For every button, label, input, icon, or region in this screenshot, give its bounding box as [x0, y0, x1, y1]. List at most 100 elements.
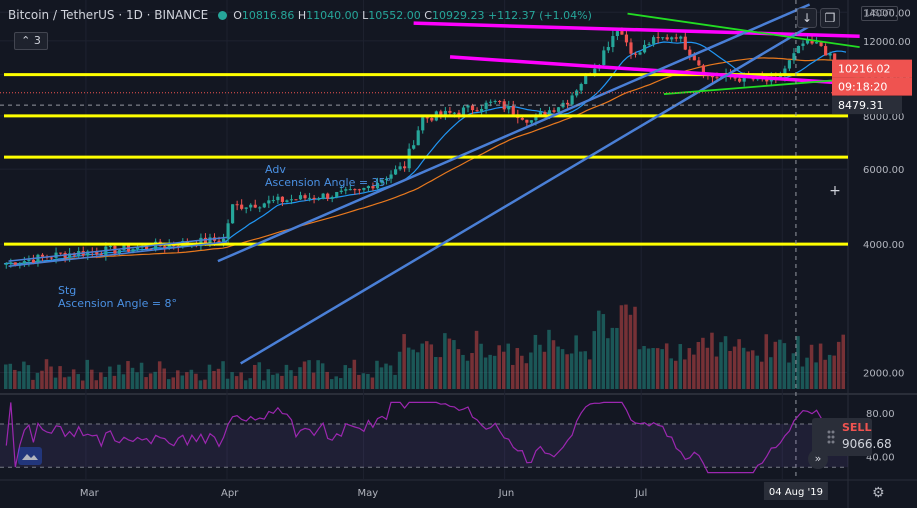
volume-bar: [370, 377, 375, 389]
candle-body: [31, 259, 36, 263]
countdown-badge-bg: [832, 77, 912, 96]
volume-bar: [135, 372, 139, 389]
volume-bar: [560, 349, 565, 389]
volume-bar: [574, 335, 578, 389]
volume-bar: [764, 334, 769, 389]
indicators-toggle-button[interactable]: ⌃ 3: [14, 32, 48, 50]
volume-bar: [53, 377, 58, 389]
candle-body: [679, 36, 683, 39]
volume-bar: [130, 367, 135, 389]
candle-body: [362, 188, 366, 190]
volume-bar: [728, 350, 732, 389]
sell-value: 9066.68: [842, 437, 892, 451]
volume-bar: [714, 356, 719, 389]
volume-bar: [809, 344, 814, 389]
volume-bar: [203, 379, 207, 389]
volume-bar: [759, 361, 764, 389]
plus-icon[interactable]: +: [829, 183, 841, 199]
volume-bar: [185, 372, 189, 389]
volume-bar: [773, 341, 778, 389]
candle-body: [475, 110, 479, 112]
candle-body: [448, 110, 452, 113]
volume-bar: [737, 339, 741, 389]
volume-bar: [524, 363, 529, 389]
volume-bar: [474, 330, 479, 389]
stg-channel-line: [8, 236, 228, 262]
volume-bar: [827, 354, 832, 389]
volume-bar: [17, 371, 22, 389]
volume-bar: [35, 372, 40, 389]
adv-annotation-title: Adv: [265, 163, 286, 176]
candle-body: [683, 36, 687, 50]
candle-body: [203, 237, 208, 244]
candle-body: [131, 249, 135, 252]
y-tick-label: 12000.00: [863, 37, 911, 48]
candle-body: [231, 204, 235, 224]
arrow-down-icon[interactable]: ↓: [797, 8, 817, 28]
volume-bar: [805, 357, 809, 389]
volume-bar: [239, 372, 243, 389]
candle-body: [710, 75, 715, 78]
volume-bar: [741, 347, 746, 389]
volume-bar: [642, 346, 646, 389]
volume-bar: [447, 338, 452, 389]
candle-body: [425, 117, 429, 119]
volume-bar: [456, 349, 461, 389]
volume-bar: [434, 356, 438, 389]
volume-bar: [461, 354, 465, 389]
candle-body: [393, 169, 398, 175]
sell-label: SELL: [842, 421, 872, 434]
volume-bar: [325, 371, 329, 389]
candle-body: [398, 166, 402, 170]
candle-body: [240, 204, 244, 209]
volume-bar: [782, 343, 787, 389]
candle-body: [670, 37, 674, 40]
volume-bar: [266, 369, 271, 389]
candle-body: [452, 112, 457, 114]
volume-bar: [316, 360, 320, 389]
last-price-badge: 10216.02: [838, 63, 891, 76]
fullscreen-icon[interactable]: ❐: [820, 8, 840, 28]
candle-body: [353, 189, 357, 191]
volume-bar: [673, 360, 678, 389]
candle-body: [95, 251, 99, 255]
volume-bar: [366, 373, 370, 389]
countdown-badge: 09:18:20: [838, 81, 887, 94]
gear-icon[interactable]: ⚙: [872, 485, 885, 501]
candle-body: [783, 68, 787, 76]
candle-body: [326, 193, 330, 199]
candle-body: [715, 77, 719, 79]
chevrons-right-icon[interactable]: »: [808, 449, 828, 469]
candle-body: [547, 110, 552, 117]
candle-body: [529, 120, 533, 123]
candle-body: [9, 262, 13, 264]
volume-bar: [606, 338, 610, 389]
volume-bar: [343, 365, 348, 389]
symbol-title[interactable]: Bitcoin / TetherUS · 1D · BINANCE: [8, 8, 209, 22]
crosshair-price-badge: 8479.31: [838, 99, 884, 112]
volume-bar: [49, 366, 53, 389]
candle-body: [348, 189, 352, 191]
volume-bar: [275, 373, 280, 389]
candle-body: [312, 197, 316, 200]
volume-bar: [723, 336, 728, 389]
crosshair-price-badge-bg: [832, 96, 902, 115]
volume-bar: [334, 376, 338, 389]
volume-bar: [814, 362, 818, 389]
ma-slow-line: [3, 57, 847, 265]
candle-body: [688, 49, 692, 56]
volume-bar: [778, 339, 782, 389]
candle-body: [22, 261, 26, 264]
volume-bar: [94, 380, 99, 389]
volume-bar: [348, 368, 352, 389]
volume-bar: [230, 372, 234, 389]
candle-body: [665, 37, 669, 40]
volume-bar: [139, 362, 144, 389]
volume-bar: [556, 346, 560, 389]
volume-bar: [243, 380, 248, 389]
volume-bar: [669, 358, 673, 389]
volume-bar: [180, 375, 185, 389]
candle-body: [276, 196, 280, 201]
camera-icon[interactable]: [17, 446, 43, 466]
